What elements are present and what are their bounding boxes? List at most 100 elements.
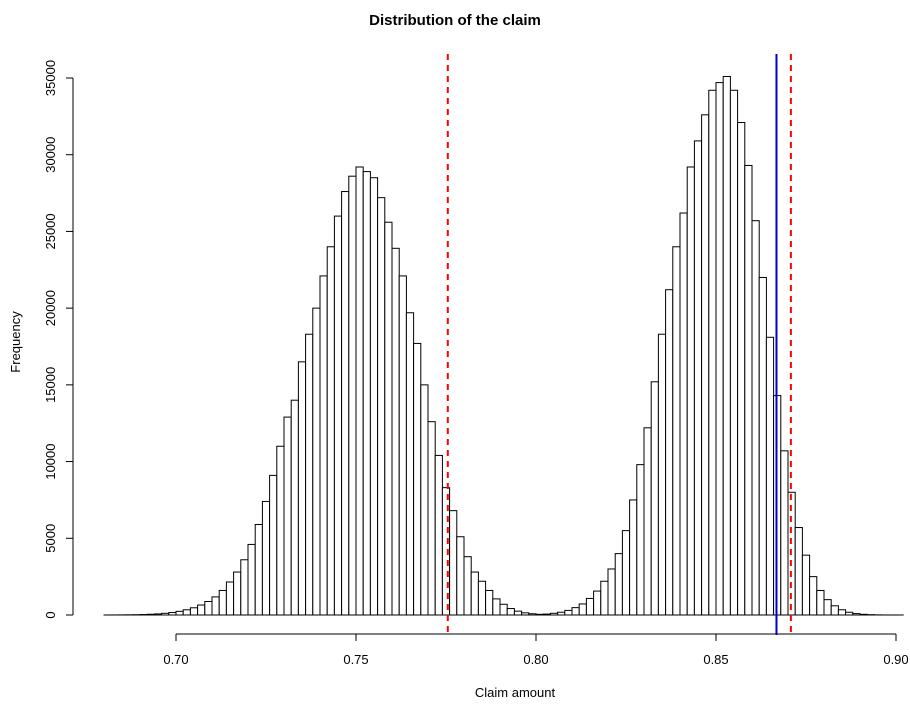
histogram-bar [765, 336, 775, 616]
histogram-bar [391, 247, 400, 616]
x-tick-label: 0.90 [883, 652, 908, 667]
histogram-bar [845, 611, 854, 616]
y-tick-label: 0 [43, 611, 58, 618]
histogram-bar [377, 197, 386, 616]
histogram-bar [852, 613, 861, 616]
y-tick-label: 10000 [43, 443, 58, 479]
histogram-bar [413, 342, 422, 616]
histogram-bar [708, 89, 717, 616]
x-tick-label: 0.70 [163, 652, 188, 667]
histogram-bar [240, 559, 249, 616]
histogram-bar [470, 571, 479, 616]
histogram-bar [830, 605, 839, 616]
histogram-bar [269, 474, 278, 616]
histogram-bar [168, 612, 177, 616]
histogram-bar [607, 568, 616, 616]
histogram-bar [672, 246, 681, 616]
histogram-bar [305, 333, 314, 616]
histogram-bar [261, 500, 271, 616]
histogram-bar [614, 553, 623, 616]
histogram-bar [449, 510, 458, 616]
y-tick-label: 25000 [43, 213, 58, 249]
histogram-bar [161, 612, 170, 616]
histogram-bar [362, 171, 371, 616]
histogram-bar [665, 289, 674, 616]
histogram-bar [463, 556, 472, 616]
histogram-bar [513, 610, 523, 616]
histogram-bar [233, 571, 242, 616]
histogram-bar [528, 613, 537, 616]
histogram-bar [535, 613, 544, 616]
histogram-bar [197, 604, 206, 616]
histogram-bar [600, 580, 609, 616]
histogram-bar [650, 381, 659, 616]
histogram-bar [837, 609, 847, 616]
histogram-bar [794, 527, 803, 616]
y-tick-label: 20000 [43, 290, 58, 326]
histogram-bar [492, 598, 501, 616]
histogram-bar [247, 543, 256, 616]
histogram-bar [585, 597, 595, 616]
histogram-bar [571, 607, 580, 616]
histogram-bar [218, 589, 227, 616]
histogram-bar [348, 175, 357, 616]
histogram-bar [312, 307, 321, 616]
histogram-bar [780, 450, 789, 616]
histogram-bar [801, 554, 811, 616]
histogram-bar [506, 608, 515, 616]
histogram-bar [204, 601, 213, 616]
histogram-bar [593, 590, 602, 616]
histogram-bar [499, 603, 508, 616]
histogram-bar [859, 613, 868, 616]
histogram-bar [485, 589, 494, 616]
histogram-bar [297, 361, 307, 616]
histogram-bar [823, 599, 832, 616]
x-tick-label: 0.85 [703, 652, 728, 667]
histogram-bar [693, 140, 703, 616]
y-tick-label: 5000 [43, 524, 58, 553]
histogram-bar [729, 89, 739, 616]
histogram-bar [521, 612, 530, 616]
histogram-bar [557, 611, 566, 616]
histogram-bar [326, 246, 335, 616]
histogram-bar [758, 276, 767, 616]
x-tick-label: 0.80 [523, 652, 548, 667]
y-axis-label: Frequency [8, 311, 23, 373]
histogram-bar [643, 427, 652, 616]
histogram-bar [384, 221, 393, 616]
histogram-bar [189, 607, 199, 616]
histogram-bar [427, 421, 436, 616]
x-tick-label: 0.75 [343, 652, 368, 667]
histogram-bar [621, 530, 631, 616]
histogram-bar [434, 454, 443, 616]
histogram-bar [701, 114, 710, 616]
histogram-bar [629, 499, 638, 616]
histogram-bar [225, 581, 235, 616]
histogram-bar [254, 523, 263, 616]
histogram-bar [333, 215, 343, 616]
histogram-bar [182, 609, 191, 616]
chart-title: Distribution of the claim [369, 12, 541, 29]
x-axis: 0.70 0.75 0.80 0.85 0.90 [163, 633, 909, 667]
histogram-bar [809, 576, 818, 616]
histogram-bars [103, 75, 904, 616]
y-axis: 0 5000 10000 15000 20000 25000 30000 35000 [43, 60, 74, 619]
histogram-bar [369, 177, 379, 616]
histogram-bar [657, 333, 667, 616]
histogram-bar [355, 166, 364, 616]
histogram-bar [477, 580, 487, 616]
histogram-bar [751, 220, 760, 616]
histogram-bar [153, 613, 163, 616]
x-axis-label: Claim amount [475, 685, 556, 700]
histogram-bar [578, 603, 587, 616]
y-tick-label: 15000 [43, 367, 58, 403]
y-tick-label: 35000 [43, 60, 58, 96]
histogram-bar [319, 275, 328, 616]
histogram-bar [679, 212, 688, 616]
histogram-bar [405, 312, 415, 616]
histogram-bar [715, 82, 724, 616]
histogram-bar [564, 609, 573, 616]
histogram-bar [211, 596, 220, 616]
histogram-bar [290, 399, 299, 616]
